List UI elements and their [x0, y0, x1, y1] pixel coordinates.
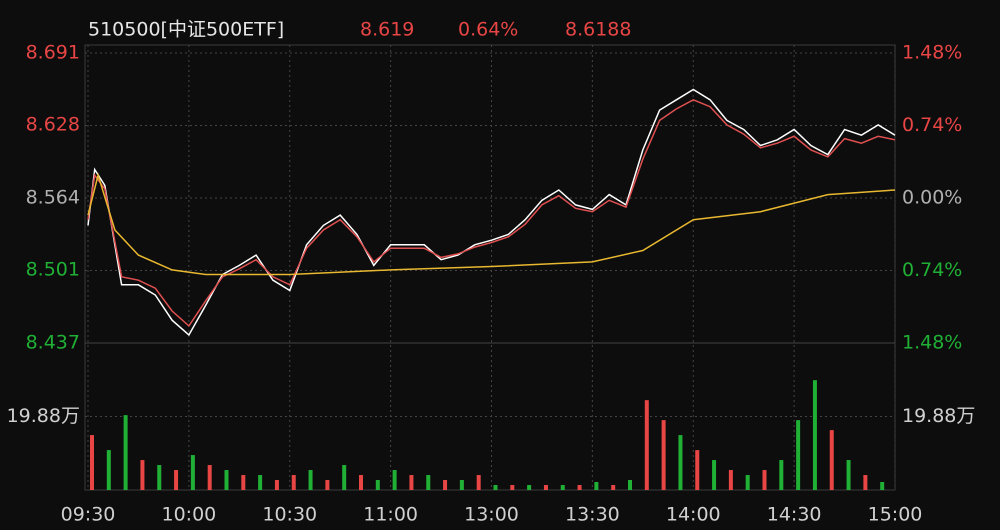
- volume-bar: [829, 430, 834, 490]
- volume-bar: [443, 480, 448, 490]
- volume-bar: [846, 460, 851, 490]
- volume-bar: [628, 480, 632, 490]
- volume-bar: [274, 480, 279, 490]
- avg-price: 8.6188: [565, 19, 631, 41]
- y2-tick-label: 1.48%: [902, 332, 962, 354]
- volume-bar: [224, 470, 229, 490]
- volume-bar: [359, 475, 363, 490]
- volume-bar: [493, 485, 498, 490]
- v-tick-label: 19.88万: [7, 405, 80, 427]
- volume-bar: [190, 455, 195, 490]
- x-tick-label: 14:00: [666, 504, 721, 526]
- volume-bar: [611, 485, 616, 490]
- y2-tick-label: 0.74%: [902, 114, 962, 136]
- volume-bar: [342, 465, 347, 490]
- volume-bar: [123, 415, 128, 490]
- x-tick-label: 13:30: [565, 504, 620, 526]
- x-tick-label: 14:30: [767, 504, 822, 526]
- volume-bar: [207, 465, 212, 490]
- price-line: [87, 88, 896, 337]
- price-line: [87, 172, 896, 276]
- volume-bar: [392, 470, 397, 490]
- change-pct: 0.64%: [458, 19, 518, 41]
- y-tick-label: 8.437: [26, 332, 80, 354]
- last-price: 8.619: [360, 19, 414, 41]
- volume-bar: [157, 465, 162, 490]
- plot-frame: [84, 44, 896, 491]
- y2-tick-label: 1.48%: [902, 42, 962, 64]
- chart-title: 510500[中证500ETF]: [88, 19, 284, 41]
- x-tick-label: 15:00: [868, 504, 923, 526]
- volume-bar: [291, 475, 296, 490]
- volume-bar: [258, 475, 263, 490]
- volume-bar: [678, 435, 683, 490]
- volume-bar: [543, 485, 548, 490]
- volume-bar: [308, 470, 313, 490]
- volume-bar: [325, 480, 330, 490]
- volume-bar: [510, 485, 515, 490]
- volume-bar: [712, 460, 717, 490]
- volume-bar: [863, 475, 868, 490]
- volume-bar: [106, 450, 111, 490]
- volume-bar: [880, 482, 885, 490]
- volume-bar: [594, 482, 599, 490]
- volume-bar: [375, 480, 380, 490]
- volume-bar: [459, 480, 464, 490]
- volume-bar: [644, 400, 649, 490]
- volume-bar: [140, 460, 145, 490]
- volume-bar: [661, 420, 666, 490]
- v-tick-label: 19.88万: [902, 405, 975, 427]
- volume-bar: [577, 485, 582, 490]
- volume-bar: [779, 460, 784, 490]
- x-tick-label: 09:30: [61, 504, 116, 526]
- volume-bar: [174, 470, 179, 490]
- volume-bar: [560, 485, 565, 490]
- y-tick-label: 8.501: [26, 258, 80, 280]
- volume-bar: [476, 475, 481, 490]
- y2-tick-label: 0.74%: [902, 259, 962, 281]
- volume-bar: [527, 485, 532, 490]
- volume-bar: [426, 475, 431, 490]
- x-tick-label: 10:00: [161, 504, 216, 526]
- volume-bar: [409, 475, 414, 490]
- volume-bar: [695, 450, 700, 490]
- y-tick-label: 8.691: [26, 42, 80, 64]
- y-tick-label: 8.564: [26, 187, 80, 209]
- x-tick-label: 10:30: [262, 504, 317, 526]
- price-line: [87, 98, 896, 328]
- x-tick-label: 13:00: [464, 504, 519, 526]
- volume-bar: [241, 475, 246, 490]
- y2-tick-label: 0.00%: [902, 187, 962, 209]
- volume-bar: [90, 435, 94, 490]
- volume-bar: [745, 475, 750, 490]
- y-tick-label: 8.628: [26, 113, 80, 135]
- volume-bar: [728, 470, 733, 490]
- x-tick-label: 11:00: [363, 504, 418, 526]
- volume-bar: [812, 380, 817, 490]
- volume-bar: [762, 470, 767, 490]
- volume-bar: [796, 420, 801, 490]
